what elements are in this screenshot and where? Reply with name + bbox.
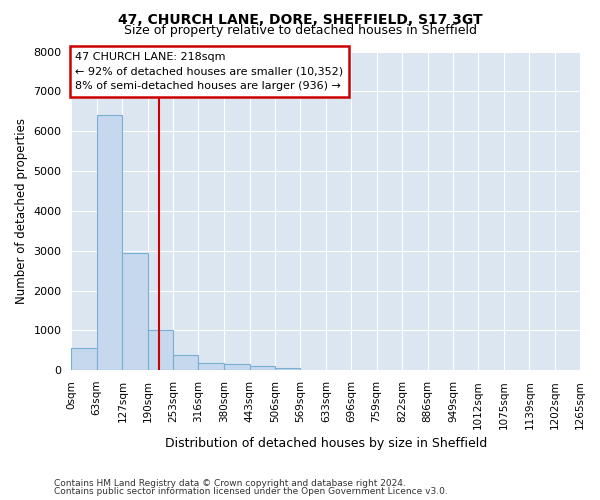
Bar: [173, 355, 199, 370]
Bar: [199, 362, 224, 370]
Bar: [275, 368, 300, 370]
Text: Contains public sector information licensed under the Open Government Licence v3: Contains public sector information licen…: [54, 487, 448, 496]
Bar: [148, 330, 173, 370]
Y-axis label: Number of detached properties: Number of detached properties: [15, 118, 28, 304]
Bar: [250, 366, 275, 370]
X-axis label: Distribution of detached houses by size in Sheffield: Distribution of detached houses by size …: [164, 437, 487, 450]
Text: 47 CHURCH LANE: 218sqm
← 92% of detached houses are smaller (10,352)
8% of semi-: 47 CHURCH LANE: 218sqm ← 92% of detached…: [76, 52, 344, 91]
Bar: [97, 115, 122, 370]
Bar: [224, 364, 250, 370]
Bar: [122, 254, 148, 370]
Text: Size of property relative to detached houses in Sheffield: Size of property relative to detached ho…: [124, 24, 476, 37]
Text: 47, CHURCH LANE, DORE, SHEFFIELD, S17 3GT: 47, CHURCH LANE, DORE, SHEFFIELD, S17 3G…: [118, 12, 482, 26]
Bar: [71, 348, 97, 370]
Text: Contains HM Land Registry data © Crown copyright and database right 2024.: Contains HM Land Registry data © Crown c…: [54, 478, 406, 488]
